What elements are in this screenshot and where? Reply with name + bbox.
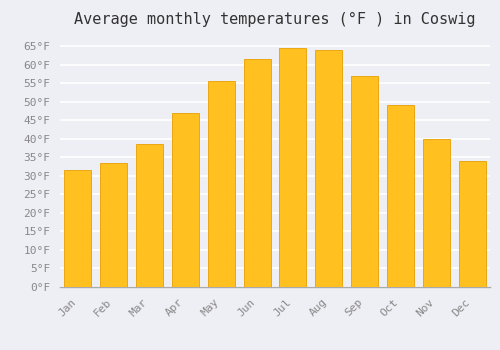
Bar	[280, 48, 306, 287]
Bar	[351, 76, 378, 287]
Bar	[244, 59, 270, 287]
Title: Average monthly temperatures (°F ) in Coswig: Average monthly temperatures (°F ) in Co…	[74, 12, 476, 27]
Bar	[100, 163, 127, 287]
Bar	[208, 81, 234, 287]
Bar	[316, 50, 342, 287]
Bar	[136, 144, 163, 287]
Bar	[458, 161, 485, 287]
Bar	[64, 170, 92, 287]
Bar	[423, 139, 450, 287]
Bar	[387, 105, 414, 287]
Bar	[172, 113, 199, 287]
